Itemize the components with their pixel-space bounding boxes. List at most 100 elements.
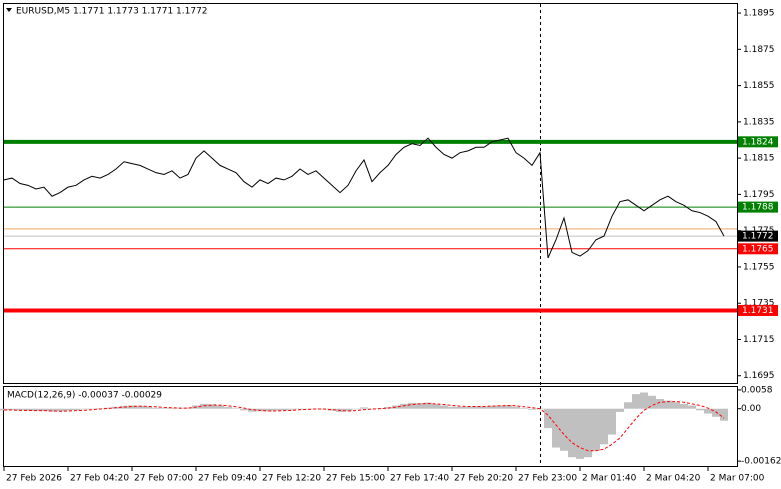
- histogram-bar: [80, 408, 88, 410]
- level-label-box: [738, 243, 778, 255]
- histogram-bar: [624, 402, 632, 409]
- histogram-bar: [24, 408, 32, 411]
- level-label: 1.1765: [742, 244, 774, 254]
- histogram-bar: [224, 407, 232, 409]
- y-tick-label: 1.1875: [743, 45, 775, 55]
- x-tick-label: 27 Feb 2026: [6, 474, 62, 484]
- y-tick-label: 1.1795: [743, 190, 775, 200]
- x-tick-label: 27 Feb 07:00: [134, 474, 193, 484]
- level-label: 1.1772: [742, 232, 774, 242]
- x-tick-label: 27 Feb 09:40: [198, 474, 257, 484]
- histogram-bar: [360, 407, 368, 409]
- level-label: 1.1788: [742, 203, 774, 213]
- y-tick-label: 1.1715: [743, 335, 775, 345]
- price-line: [3, 137, 725, 259]
- level-label-box: [738, 304, 778, 316]
- histogram-bar: [504, 405, 512, 409]
- y-tick-label: 0.00: [741, 404, 761, 414]
- y-tick-label: 1.1895: [743, 9, 775, 19]
- histogram-bar: [248, 408, 256, 412]
- title-arrow: [6, 8, 12, 12]
- histogram-bar: [40, 408, 48, 411]
- y-tick-label: 1.1855: [743, 81, 775, 91]
- histogram-bar: [520, 408, 528, 409]
- histogram-bar: [216, 405, 224, 409]
- histogram-bar: [592, 408, 600, 451]
- main-frame: [3, 3, 738, 384]
- histogram-bar: [208, 404, 216, 409]
- x-tick-label: 27 Feb 04:20: [70, 474, 129, 484]
- histogram-bar: [560, 408, 568, 451]
- macd-title: MACD(12,26,9) -0.00037 -0.00029: [7, 391, 162, 401]
- histogram-bar: [352, 408, 360, 410]
- histogram-bar: [576, 408, 584, 459]
- histogram-bar: [424, 402, 432, 409]
- x-tick-label: 27 Feb 12:20: [262, 474, 321, 484]
- histogram-bar: [648, 395, 656, 409]
- histogram-bar: [432, 403, 440, 409]
- y-tick-label: 1.1815: [743, 154, 775, 164]
- histogram-bar: [488, 405, 496, 409]
- level-label-box: [738, 230, 778, 242]
- x-tick-label: 2 Mar 01:40: [582, 474, 637, 484]
- histogram-bar: [72, 408, 80, 411]
- histogram-bar: [280, 408, 288, 411]
- y-tick-label: -0.00162: [741, 457, 781, 467]
- histogram-bar: [704, 408, 712, 414]
- y-tick-label: 1.1835: [743, 117, 775, 127]
- histogram-bar: [664, 400, 672, 409]
- x-tick-label: 27 Feb 17:40: [390, 474, 449, 484]
- marks: [0, 12, 741, 471]
- histogram-bar: [528, 408, 536, 410]
- histogram-bar: [48, 408, 56, 412]
- histogram-bar: [464, 406, 472, 409]
- histogram-bar: [584, 408, 592, 458]
- histogram-bar: [304, 408, 312, 410]
- histogram-bar: [16, 408, 24, 411]
- histogram-bar: [416, 403, 424, 409]
- histogram-bar: [32, 408, 40, 411]
- histogram-bar: [328, 408, 336, 411]
- histogram-bar: [392, 405, 400, 409]
- histogram-bar: [696, 408, 704, 411]
- histogram-bar: [368, 408, 376, 410]
- signal-line: [4, 401, 725, 452]
- level-label-box: [738, 201, 778, 213]
- histogram-bar: [152, 407, 160, 409]
- x-tick-label: 2 Mar 04:20: [646, 474, 701, 484]
- histogram-bar: [688, 405, 696, 409]
- x-tick-label: 27 Feb 23:00: [518, 474, 577, 484]
- histogram-bar: [296, 408, 304, 410]
- level-label: 1.1824: [742, 137, 774, 147]
- level-label-box: [738, 136, 778, 148]
- histogram-bar: [472, 406, 480, 409]
- histogram-bar: [512, 406, 520, 409]
- histogram-bar: [232, 408, 240, 409]
- histogram-bar: [176, 408, 184, 409]
- x-tick-label: 2 Mar 07:00: [710, 474, 765, 484]
- histogram-bar: [448, 406, 456, 409]
- x-tick-label: 27 Feb 15:00: [326, 474, 385, 484]
- histogram-bar: [656, 399, 664, 409]
- histogram-bar: [160, 408, 168, 409]
- histogram-bar: [56, 408, 64, 412]
- histogram-bar: [616, 408, 624, 412]
- histogram-bar: [240, 408, 248, 411]
- histogram-bar: [128, 405, 136, 409]
- histogram-bar: [712, 408, 720, 417]
- histogram-bar: [184, 407, 192, 409]
- histogram-bar: [640, 392, 648, 409]
- y-tick-label: 1.1695: [743, 371, 775, 381]
- histogram-bar: [456, 406, 464, 409]
- histogram-bar: [600, 408, 608, 445]
- level-label: 1.1731: [742, 306, 774, 316]
- histogram-bar: [608, 408, 616, 435]
- histogram-bar: [480, 406, 488, 409]
- histogram-bar: [680, 403, 688, 409]
- histogram-bar: [672, 402, 680, 409]
- histogram-bar: [440, 405, 448, 409]
- histogram-bar: [168, 408, 176, 409]
